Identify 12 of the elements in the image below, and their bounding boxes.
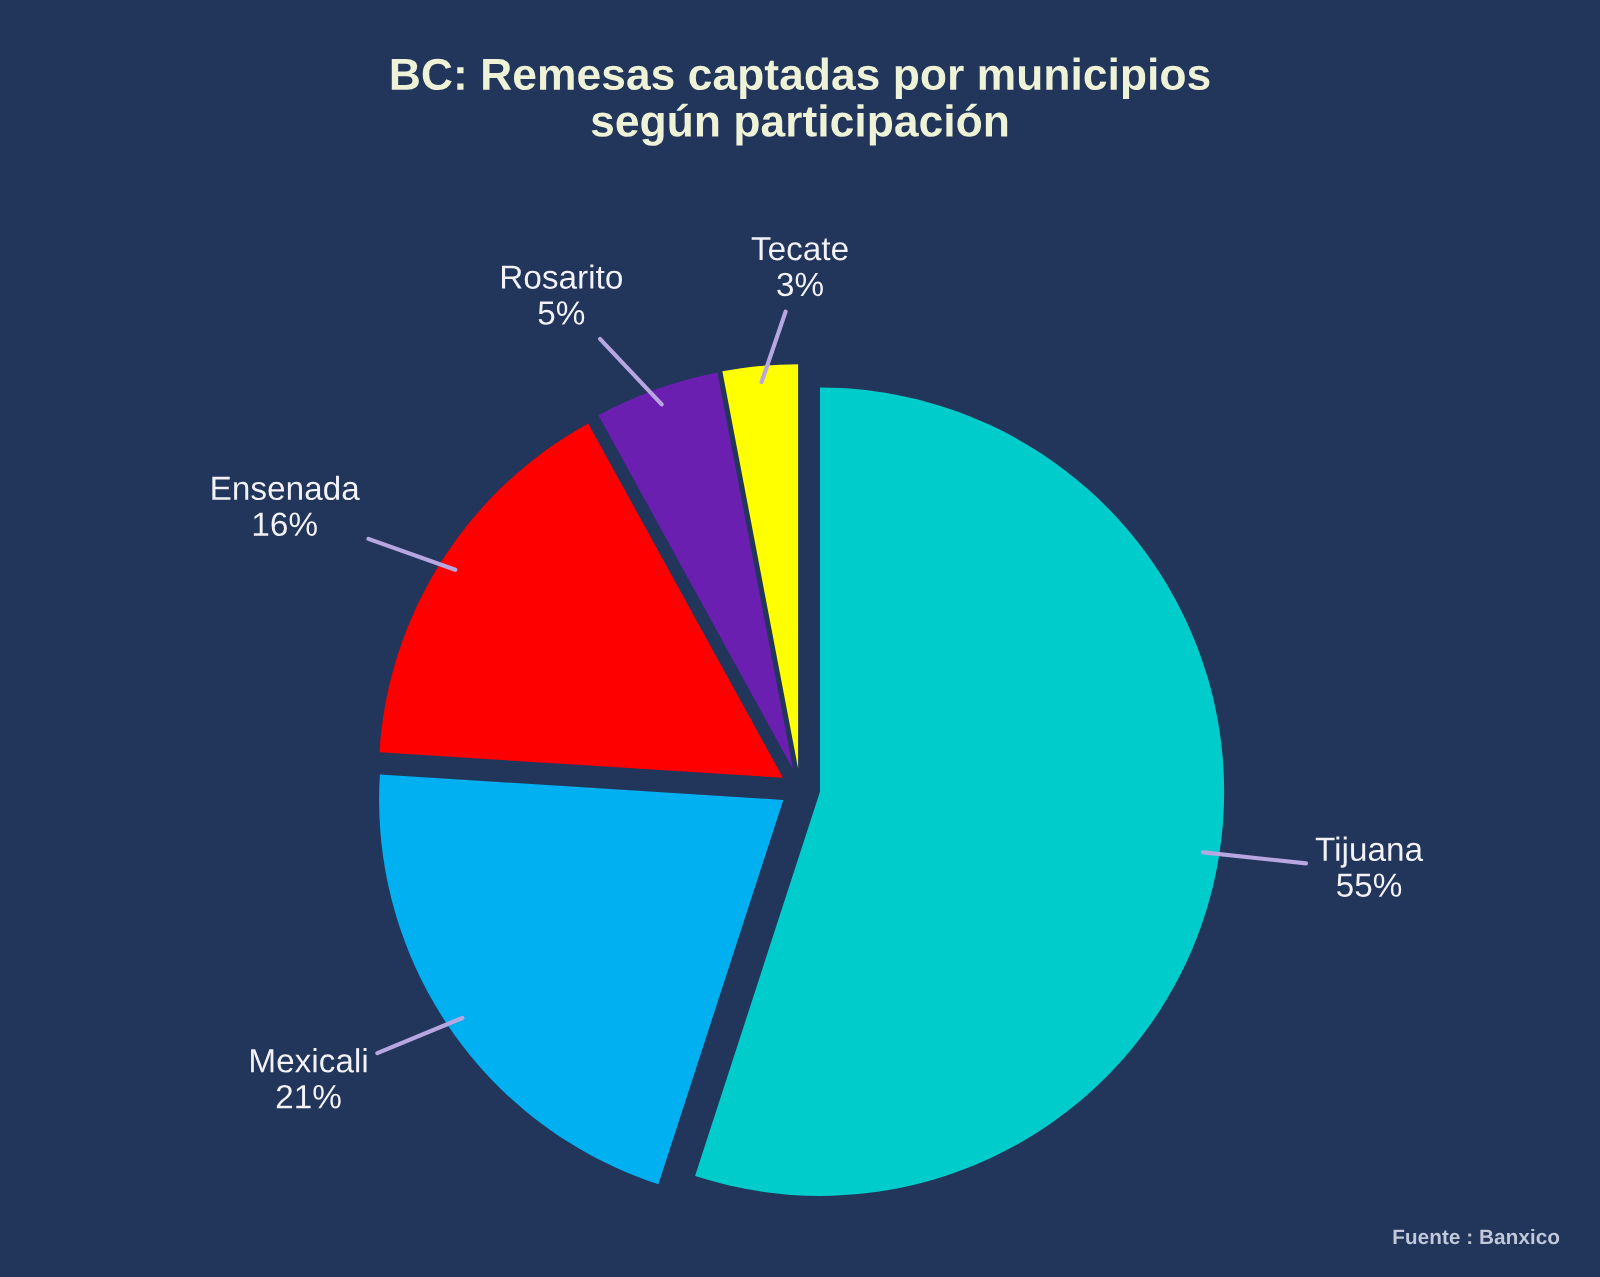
chart-title: BC: Remesas captadas por municipios según participación — [391, 57, 1210, 146]
source-note: Fuente : Banxico — [1393, 1228, 1560, 1245]
data-label: 3% — [777, 272, 823, 297]
slice-label: Rosarito — [501, 264, 622, 289]
data-label: 55% — [1337, 873, 1402, 897]
slice-label: Mexicali — [251, 1048, 367, 1073]
slice-label: Ensenada — [212, 475, 360, 501]
data-label: 16% — [253, 512, 317, 537]
slice-label: Tecate — [751, 237, 848, 261]
data-label: 5% — [538, 301, 585, 325]
data-label: 21% — [276, 1084, 341, 1109]
slice-label: Tijuana — [1315, 836, 1424, 868]
